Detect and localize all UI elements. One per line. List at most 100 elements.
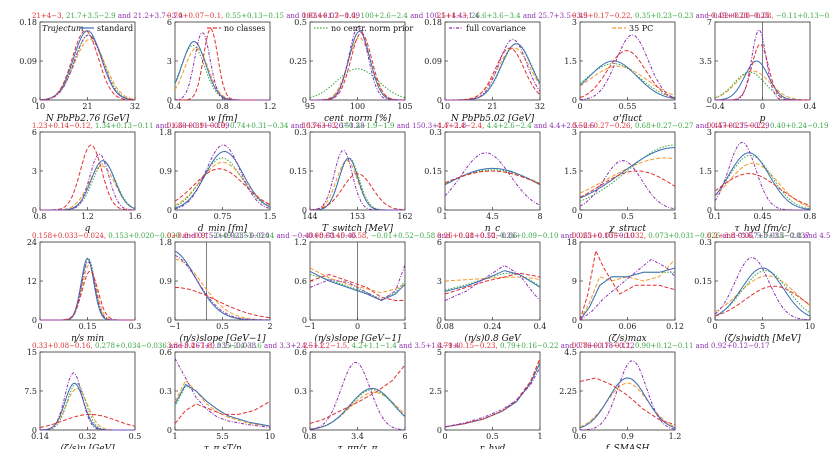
panel-annotation: 0.78+0.17−0.11, 0.90+0.12−0.11 and 0.92+… (572, 342, 770, 350)
axes-frame (309, 131, 406, 211)
y-tick-label: 0 (437, 426, 442, 435)
annotation-value: and −0.21+0.52−0.66 (435, 232, 518, 240)
y-tick-label: 3 (572, 128, 577, 137)
curve-no_classes (175, 28, 270, 101)
annotation-value: and 4.4+2.5−2.5 (532, 122, 595, 130)
y-tick-label: 6 (167, 18, 172, 27)
curve-standard (40, 160, 136, 211)
legend-label: 35 PC (629, 24, 653, 33)
curve-standard (444, 362, 541, 428)
x-axis-label: q (85, 224, 91, 234)
y-tick-label: 0.3 (699, 238, 712, 247)
axes-frame (714, 241, 811, 321)
figure-name: Trajectum (42, 24, 84, 33)
x-tick-label: 3.4 (351, 432, 364, 441)
curve-no_centr_norm_prior (444, 272, 541, 291)
annotation-value: 0.278+0.034−0.036 (93, 342, 168, 350)
panel-annotation: 21+4−3, 21.7+3.5−2.9 and 21.2+3.7−3.4 (32, 12, 183, 20)
y-tick-label: 0.6 (294, 277, 307, 286)
x-tick-label: 0.8 (804, 212, 817, 221)
axes-frame (714, 131, 811, 211)
panel-annotation: 0.063+0.035−0.032, 0.073+0.031−0.026 and… (572, 232, 810, 240)
annotation-value: 100.4+1.3−1.4, (302, 12, 358, 20)
curve-no_classes (40, 144, 135, 211)
annotation-value: −0.01+0.52−0.58 (369, 232, 436, 240)
panel-15: 0.26+0.08−0.10, 0.26+0.09−0.10 and 0.25+… (436, 232, 634, 344)
y-tick-label: 0 (302, 96, 307, 105)
x-axis-label: T_switch [MeV] (322, 224, 394, 234)
curve-no_centr_norm_prior (40, 258, 135, 321)
annotation-value: 0.79+0.16−0.22 (498, 342, 559, 350)
x-tick-label: 1 (537, 432, 542, 441)
x-axis-label: η/s min (71, 334, 104, 344)
x-tick-label: 162 (397, 212, 412, 221)
curve-standard (444, 167, 541, 186)
y-tick-label: 0 (437, 316, 442, 325)
annotation-value: and 150.3+1.7−1.8 (395, 122, 467, 130)
curve-standard (174, 383, 271, 427)
curve-pc35 (714, 70, 810, 101)
annotation-value: and 3.5+1.4−1.4 (397, 342, 460, 350)
x-axis-label: w [fm] (208, 114, 238, 124)
x-tick-label: 1.2 (669, 432, 682, 441)
annotation-value: 0.68+0.27−0.27 (633, 122, 694, 130)
x-tick-label: 0.12 (666, 322, 684, 331)
y-tick-label: 5 (437, 348, 442, 357)
y-tick-label: 1.5 (564, 57, 577, 66)
x-tick-label: 0.55 (619, 102, 637, 111)
annotation-value: and −0.40+0.53−0.46 (274, 232, 357, 240)
y-tick-label: 0 (32, 206, 37, 215)
curve-pc35 (714, 162, 811, 208)
y-tick-label: 6 (32, 128, 37, 137)
curve-full_covariance (40, 153, 136, 211)
x-tick-label: 5 (760, 322, 765, 331)
x-axis-label: d_min [fm] (198, 224, 248, 234)
x-tick-label: 1 (172, 432, 177, 441)
annotation-value: and 0.25+0.10−0.10 (558, 232, 634, 240)
x-tick-label: 21 (487, 102, 497, 111)
y-tick-label: 0 (32, 426, 37, 435)
annotation-value: 0.26+0.09−0.10 (498, 232, 559, 240)
annotation-value: 0.55+0.13−0.15 (223, 12, 284, 20)
panel-annotation: −0.02+0.08−0.08, −0.11+0.13−0.14 and −0.… (707, 12, 830, 20)
x-tick-label: 0.06 (619, 322, 637, 331)
x-tick-label: 0.4 (169, 102, 182, 111)
annotation-value: 4.4+2.6−2.4 (484, 122, 532, 130)
y-tick-label: 3 (572, 18, 577, 27)
y-tick-label: 0 (167, 206, 172, 215)
curve-no_classes (309, 364, 406, 424)
y-tick-label: 4.5 (564, 348, 577, 357)
annotation-value: 1.23+0.14−0.12, (32, 122, 93, 130)
y-tick-label: 1.8 (159, 238, 172, 247)
x-tick-label: 0.4 (534, 322, 547, 331)
curve-full_covariance (40, 261, 135, 321)
y-tick-label: 3 (437, 277, 442, 286)
panel-annotation: 6.2+3.8−3.6, 5.3+3.4−2.8 and 4.5+3.4−2.4 (707, 232, 830, 240)
y-tick-label: 0.6 (294, 348, 307, 357)
x-tick-label: 95 (305, 102, 315, 111)
y-tick-label: 0.15 (694, 277, 712, 286)
annotation-value: 0.33+0.08−0.16, (32, 342, 93, 350)
y-tick-label: 3 (167, 57, 172, 66)
x-tick-label: 32 (535, 102, 545, 111)
y-tick-label: 0 (167, 426, 172, 435)
x-axis-label: (ζ/s)μ [GeV] (60, 443, 115, 449)
y-tick-label: 0 (572, 96, 577, 105)
axes-frame (39, 131, 136, 211)
annotation-value: 1.34+0.13−0.11 (93, 122, 154, 130)
curve-no_centr_norm_prior (309, 68, 406, 99)
axes-frame (174, 351, 271, 431)
y-tick-label: 0 (167, 316, 172, 325)
curve-full_covariance (714, 141, 810, 211)
y-tick-label: 0.15 (424, 167, 442, 176)
x-tick-label: 0.5 (621, 212, 634, 221)
y-tick-label: 3 (707, 128, 712, 137)
curve-no_classes (714, 173, 811, 206)
y-tick-label: 12 (27, 277, 37, 286)
x-tick-label: 0.24 (484, 322, 502, 331)
y-tick-label: 1.2 (294, 238, 307, 247)
curve-no_centr_norm_prior (40, 382, 135, 431)
x-axis-label: f_SMASH (605, 444, 650, 449)
x-tick-label: −0.4 (705, 102, 724, 111)
legend-label: no centr. norm prior (331, 24, 413, 33)
